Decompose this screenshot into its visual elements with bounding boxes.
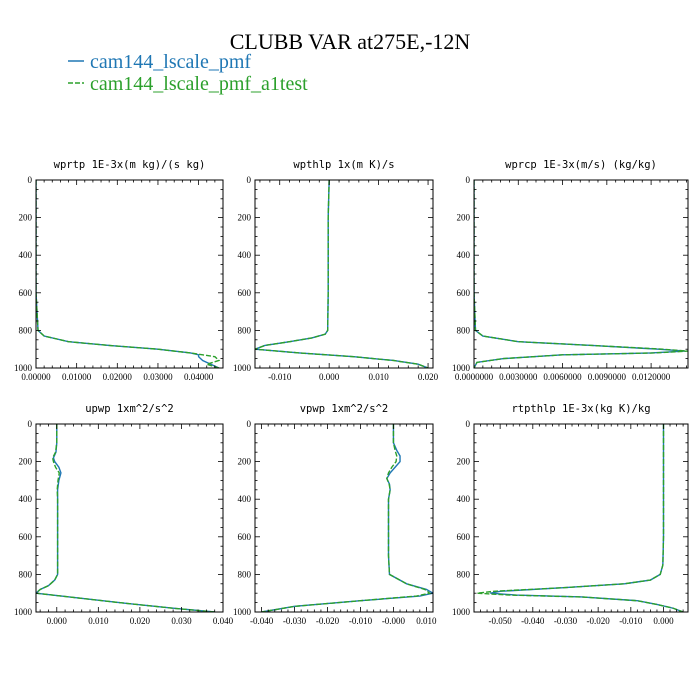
x-tick-label: 0.0090000 [588,372,627,382]
y-tick-label: 200 [19,213,33,223]
x-tick-label: -0.010 [619,616,643,626]
panel-2: wpthlp 1x(m K)/s 0 200 400 600 800 1000 -0.010 0… [233,159,439,382]
y-tick-label: 400 [457,250,471,260]
x-tick-label: 0.010 [416,616,437,626]
y-tick-label: 1000 [452,607,471,617]
y-tick-label: 1000 [14,607,33,617]
y-tick-label: 400 [238,250,252,260]
y-tick-label: 200 [457,457,471,467]
x-tick-label: 0.0120000 [632,372,671,382]
panel-title: wprcp 1E-3x(m/s) (kg/kg) [505,159,657,171]
x-tick-label: -0.010 [268,372,292,382]
panel-4: upwp 1xm^2/s^2 0 200 400 600 800 1000 0.000 0.01… [14,403,234,626]
y-tick-label: 800 [457,569,471,579]
panel-6: rtpthlp 1E-3x(kg K)/kg 0 200 400 600 800 1000 -… [452,403,689,626]
y-tick-label: 800 [238,325,252,335]
x-tick-label: -0.010 [349,616,373,626]
x-tick-label: 0.0060000 [543,372,582,382]
y-tick-label: 200 [19,457,33,467]
y-tick-label: 1000 [452,363,471,373]
x-tick-label: -0.040 [250,616,274,626]
y-tick-label: 600 [238,288,252,298]
x-tick-label: 0.030 [171,616,192,626]
x-tick-label: 0.03000 [143,372,173,382]
y-tick-label: 600 [19,532,33,542]
y-tick-label: 1000 [14,363,33,373]
y-tick-label: 400 [238,494,252,504]
x-tick-label: -0.030 [283,616,307,626]
y-tick-label: 600 [457,288,471,298]
panel-title: wpthlp 1x(m K)/s [293,159,394,171]
y-tick-label: 400 [457,494,471,504]
y-tick-label: 600 [457,532,471,542]
panel-title: wprtp 1E-3x(m kg)/(s kg) [54,159,206,171]
y-tick-label: 0 [247,419,252,429]
y-tick-label: 1000 [233,607,252,617]
x-tick-label: 0.000 [47,616,68,626]
x-tick-label: 0.010 [368,372,389,382]
x-tick-label: 0.01000 [62,372,92,382]
legend: cam144_lscale_pmf cam144_lscale_pmf_a1te… [68,51,308,95]
y-tick-label: 0 [28,419,33,429]
legend-label-2: cam144_lscale_pmf_a1test [90,73,308,95]
x-tick-label: 0.040 [213,616,234,626]
x-tick-label: -0.020 [587,616,611,626]
y-tick-label: 200 [238,213,252,223]
y-tick-label: 800 [19,325,33,335]
panel-title: rtpthlp 1E-3x(kg K)/kg [511,403,650,415]
x-tick-label: -0.040 [521,616,545,626]
x-tick-label: 0.02000 [103,372,133,382]
y-tick-label: 800 [238,569,252,579]
panel-3: wprcp 1E-3x(m/s) (kg/kg) 0 200 400 600 800 100… [452,159,689,382]
series-line-2 [36,180,221,368]
y-tick-label: 200 [457,213,471,223]
series-line-2 [36,424,215,612]
x-tick-label: -0.050 [489,616,513,626]
panel-title: vpwp 1xm^2/s^2 [300,403,389,415]
x-tick-label: 0.04000 [184,372,214,382]
series-line-2 [474,180,688,368]
y-tick-label: 0 [466,419,471,429]
y-tick-label: 600 [238,532,252,542]
panel-title: upwp 1xm^2/s^2 [85,403,174,415]
y-tick-label: 800 [19,569,33,579]
x-tick-label: 0.000 [653,616,674,626]
panel-1: wprtp 1E-3x(m kg)/(s kg) 0 200 400 600 800 100… [14,159,224,382]
x-tick-label: -0.000 [382,616,406,626]
x-tick-label: 0.000 [319,372,340,382]
x-tick-label: -0.020 [316,616,340,626]
y-tick-label: 600 [19,288,33,298]
figure-title: CLUBB VAR at275E,-12N [230,29,471,54]
x-tick-label: 0.00000 [21,372,51,382]
x-tick-label: 0.010 [88,616,109,626]
x-tick-label: 0.0000000 [455,372,494,382]
y-tick-label: 1000 [233,363,252,373]
y-tick-label: 200 [238,457,252,467]
x-tick-label: 0.020 [418,372,439,382]
y-tick-label: 400 [19,494,33,504]
panel-5: vpwp 1xm^2/s^2 0 200 400 600 800 1000-0.040 -0.… [233,403,437,626]
series-line-2 [261,424,432,612]
y-tick-label: 400 [19,250,33,260]
series-line-2 [255,180,429,368]
y-tick-label: 800 [457,325,471,335]
x-tick-label: -0.030 [554,616,578,626]
x-tick-label: 0.020 [130,616,151,626]
y-tick-label: 0 [466,175,471,185]
panels: wprtp 1E-3x(m kg)/(s kg) 0 200 400 600 800 100… [14,159,689,626]
y-tick-label: 0 [247,175,252,185]
series-line-2 [477,424,684,612]
x-tick-label: 0.0030000 [499,372,538,382]
legend-label-1: cam144_lscale_pmf [90,51,251,73]
y-tick-label: 0 [28,175,33,185]
